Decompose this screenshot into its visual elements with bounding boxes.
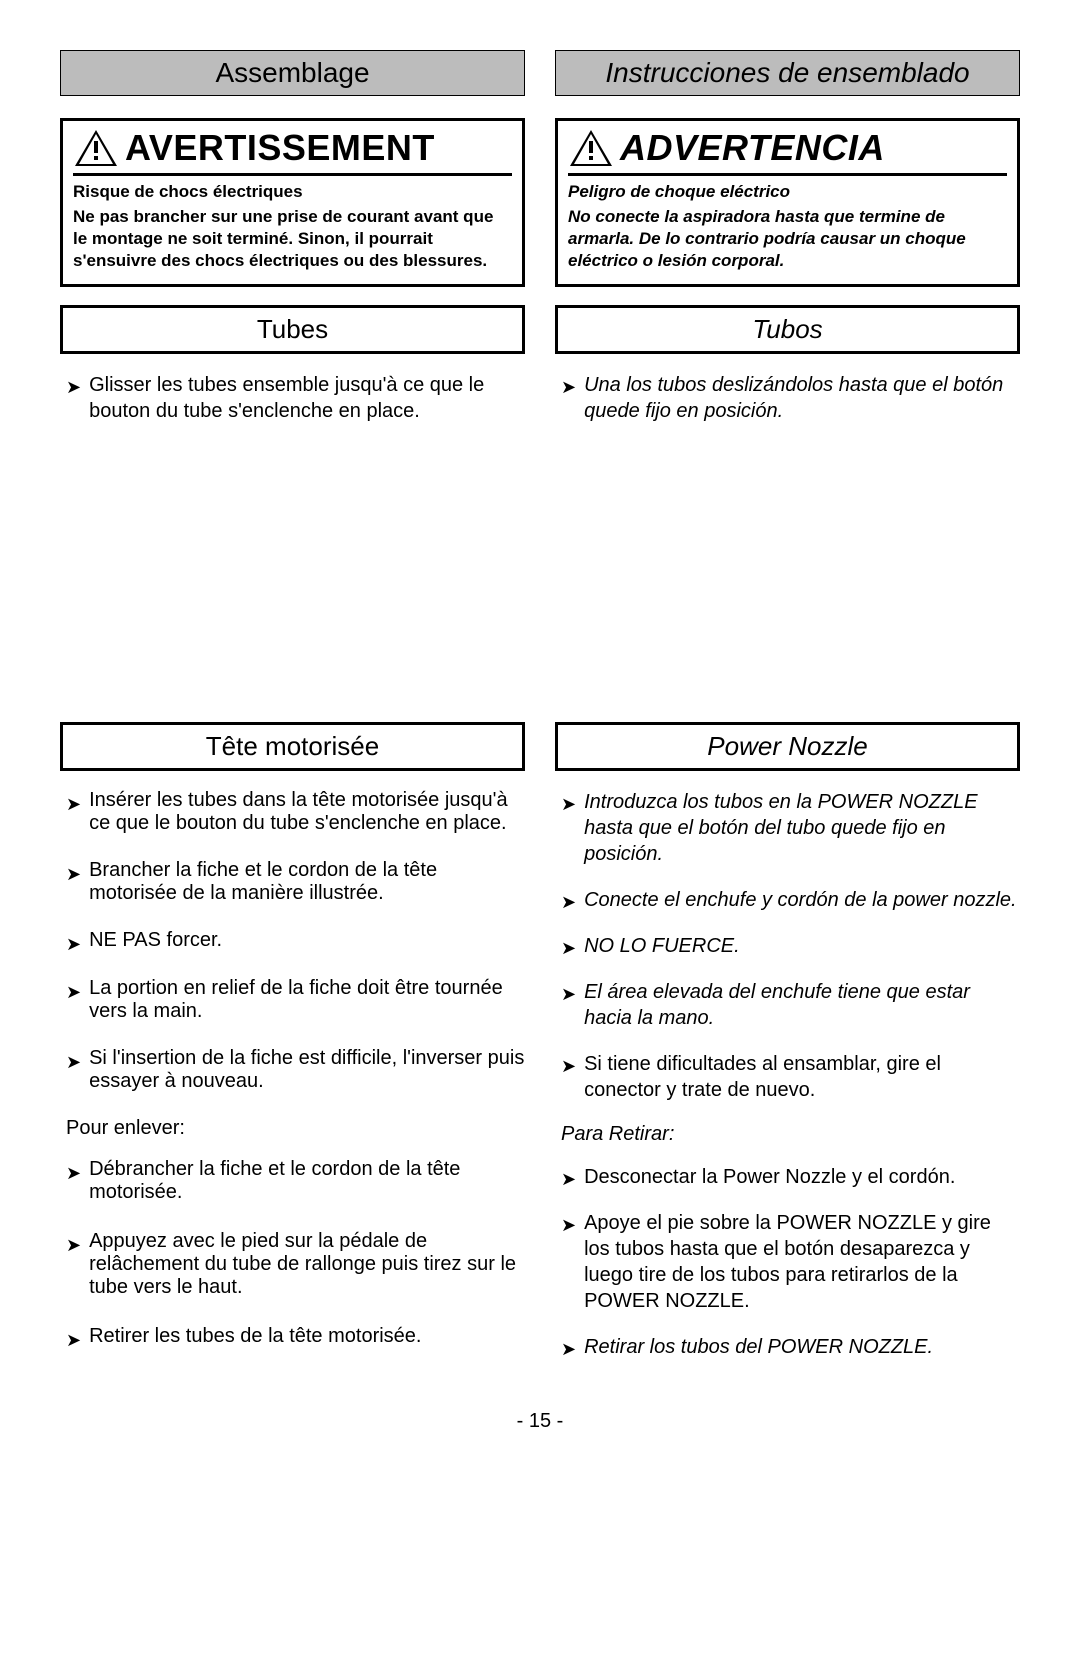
list-item: ➤ Brancher la fiche et le cordon de la tê… <box>66 859 525 905</box>
right-warning-body: No conecte la aspiradora hasta que termi… <box>568 206 1007 272</box>
right-warning-box: ADVERTENCIA Peligro de choque eléctrico … <box>555 118 1020 287</box>
bullet-text: Retirar los tubos del POWER NOZZLE. <box>584 1334 1020 1360</box>
right-warning-head: ADVERTENCIA <box>568 127 1007 176</box>
bullet-arrow-icon: ➤ <box>66 1331 81 1349</box>
left-section2-title: Tête motorisée <box>60 722 525 771</box>
list-item: ➤ Desconectar la Power Nozzle y el cordón… <box>561 1164 1020 1190</box>
list-item: ➤ Si l'insertion de la fiche est difficil… <box>66 1047 525 1093</box>
list-item: ➤ Retirar los tubos del POWER NOZZLE. <box>561 1334 1020 1360</box>
bullet-text: Apoye el pie sobre la POWER NOZZLE y gir… <box>584 1210 1020 1314</box>
right-remove-bullets-italic: ➤ Retirar los tubos del POWER NOZZLE. <box>555 1334 1020 1360</box>
left-warning-title: AVERTISSEMENT <box>125 127 435 169</box>
bullet-arrow-icon: ➤ <box>66 1053 81 1071</box>
list-item: ➤ La portion en relief de la fiche doit ê… <box>66 977 525 1023</box>
bullet-text: Glisser les tubes ensemble jusqu'à ce qu… <box>89 372 525 424</box>
two-column-layout: Assemblage AVERTISSEMENT Risque de chocs… <box>60 50 1020 1380</box>
left-remove-label: Pour enlever: <box>60 1117 525 1140</box>
left-header: Assemblage <box>60 50 525 96</box>
bullet-text: El área elevada del enchufe tiene que es… <box>584 979 1020 1031</box>
list-item: ➤ Glisser les tubes ensemble jusqu'à ce q… <box>66 372 525 424</box>
list-item: ➤ Appuyez avec le pied sur la pédale de r… <box>66 1230 525 1299</box>
right-section2-bullets-plain: ➤ Si tiene dificultades al ensamblar, gir… <box>555 1051 1020 1103</box>
list-item: ➤ Si tiene dificultades al ensamblar, gir… <box>561 1051 1020 1103</box>
bullet-text: Brancher la fiche et le cordon de la têt… <box>89 859 525 905</box>
warning-icon <box>73 128 119 168</box>
right-header: Instrucciones de ensemblado <box>555 50 1020 96</box>
bullet-text: NE PAS forcer. <box>89 929 525 952</box>
bullet-arrow-icon: ➤ <box>561 1216 576 1234</box>
right-section1-title: Tubos <box>555 305 1020 354</box>
right-column: Instrucciones de ensemblado ADVERTENCIA … <box>555 50 1020 1380</box>
right-remove-bullets-plain: ➤ Desconectar la Power Nozzle y el cordón… <box>555 1164 1020 1314</box>
bullet-arrow-icon: ➤ <box>561 1340 576 1358</box>
bullet-arrow-icon: ➤ <box>561 893 576 911</box>
list-item: ➤ Introduzca los tubos en la POWER NOZZLE… <box>561 789 1020 867</box>
left-section1-title: Tubes <box>60 305 525 354</box>
bullet-text: NO LO FUERCE. <box>584 933 1020 959</box>
bullet-arrow-icon: ➤ <box>66 983 81 1001</box>
bullet-arrow-icon: ➤ <box>66 378 81 396</box>
left-warning-head: AVERTISSEMENT <box>73 127 512 176</box>
right-section2-bullets: ➤ Introduzca los tubos en la POWER NOZZLE… <box>555 789 1020 1031</box>
list-item: ➤ Insérer les tubes dans la tête motorisé… <box>66 789 525 835</box>
right-section2-title: Power Nozzle <box>555 722 1020 771</box>
bullet-arrow-icon: ➤ <box>561 795 576 813</box>
bullet-text: Insérer les tubes dans la tête motorisée… <box>89 789 525 835</box>
bullet-text: Débrancher la fiche et le cordon de la t… <box>89 1158 525 1204</box>
bullet-text: Desconectar la Power Nozzle y el cordón. <box>584 1164 1020 1190</box>
list-item: ➤ NO LO FUERCE. <box>561 933 1020 959</box>
left-warning-body: Ne pas brancher sur une prise de courant… <box>73 206 512 272</box>
list-item: ➤ El área elevada del enchufe tiene que e… <box>561 979 1020 1031</box>
bullet-arrow-icon: ➤ <box>66 1164 81 1182</box>
left-warning-sub: Risque de chocs électriques <box>73 182 512 202</box>
page-number: - 15 - <box>60 1410 1020 1433</box>
bullet-text: Retirer les tubes de la tête motorisée. <box>89 1325 525 1348</box>
bullet-arrow-icon: ➤ <box>561 378 576 396</box>
bullet-text: Introduzca los tubos en la POWER NOZZLE … <box>584 789 1020 867</box>
left-section1-bullets: ➤ Glisser les tubes ensemble jusqu'à ce q… <box>60 372 525 424</box>
warning-icon <box>568 128 614 168</box>
bullet-arrow-icon: ➤ <box>561 1170 576 1188</box>
bullet-text: Si l'insertion de la fiche est difficile… <box>89 1047 525 1093</box>
bullet-arrow-icon: ➤ <box>66 865 81 883</box>
right-remove-label: Para Retirar: <box>555 1123 1020 1146</box>
left-section2-bullets: ➤ Insérer les tubes dans la tête motorisé… <box>60 789 525 1093</box>
left-column: Assemblage AVERTISSEMENT Risque de chocs… <box>60 50 525 1380</box>
bullet-text: Conecte el enchufe y cordón de la power … <box>584 887 1020 913</box>
left-remove-bullets: ➤ Débrancher la fiche et le cordon de la … <box>60 1158 525 1349</box>
list-item: ➤ Una los tubos deslizándolos hasta que e… <box>561 372 1020 424</box>
bullet-arrow-icon: ➤ <box>561 939 576 957</box>
list-item: ➤ Apoye el pie sobre la POWER NOZZLE y gi… <box>561 1210 1020 1314</box>
list-item: ➤ Conecte el enchufe y cordón de la power… <box>561 887 1020 913</box>
list-item: ➤ Retirer les tubes de la tête motorisée. <box>66 1325 525 1349</box>
bullet-arrow-icon: ➤ <box>66 935 81 953</box>
list-item: ➤ Débrancher la fiche et le cordon de la … <box>66 1158 525 1204</box>
right-warning-sub: Peligro de choque eléctrico <box>568 182 1007 202</box>
bullet-text: La portion en relief de la fiche doit êt… <box>89 977 525 1023</box>
bullet-arrow-icon: ➤ <box>561 1057 576 1075</box>
left-warning-box: AVERTISSEMENT Risque de chocs électrique… <box>60 118 525 287</box>
spacer <box>555 444 1020 704</box>
bullet-arrow-icon: ➤ <box>561 985 576 1003</box>
bullet-text: Una los tubos deslizándolos hasta que el… <box>584 372 1020 424</box>
bullet-arrow-icon: ➤ <box>66 795 81 813</box>
right-section1-bullets: ➤ Una los tubos deslizándolos hasta que e… <box>555 372 1020 424</box>
bullet-text: Si tiene dificultades al ensamblar, gire… <box>584 1051 1020 1103</box>
bullet-text: Appuyez avec le pied sur la pédale de re… <box>89 1230 525 1299</box>
right-warning-title: ADVERTENCIA <box>620 127 885 169</box>
spacer <box>60 444 525 704</box>
list-item: ➤ NE PAS forcer. <box>66 929 525 953</box>
bullet-arrow-icon: ➤ <box>66 1236 81 1254</box>
